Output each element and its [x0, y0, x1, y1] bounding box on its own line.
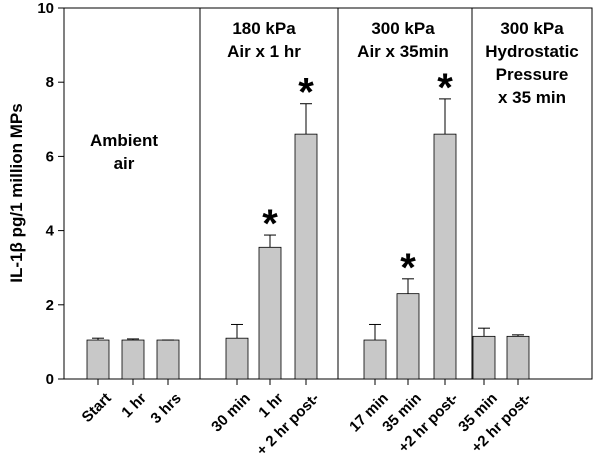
- bar: [396, 293, 420, 380]
- panel-label-line: x 35 min: [498, 88, 566, 107]
- bar: [225, 337, 249, 380]
- bar: [433, 133, 457, 380]
- panel-label-line: Air x 1 hr: [227, 42, 301, 61]
- y-tick-label: 6: [46, 148, 54, 165]
- panel-label-line: Pressure: [496, 65, 569, 84]
- panel-label-line: Air x 35min: [357, 42, 449, 61]
- bar: [121, 339, 145, 380]
- bar: [294, 133, 318, 380]
- bar: [472, 335, 496, 380]
- significance-star: *: [298, 71, 314, 115]
- x-tick-label: Start: [79, 390, 115, 426]
- bars: * * * *: [86, 66, 530, 380]
- panel-label-line: air: [114, 154, 135, 173]
- y-tick-label: 2: [46, 297, 54, 314]
- panel-label-line: 300 kPa: [500, 19, 564, 38]
- y-axis: 0 2 4 6 8 10: [37, 0, 64, 388]
- x-axis-labels: Start 1 hr3 hrs 30 min 1 hr+ 2 hr post- 17 m…: [79, 379, 535, 459]
- x-tick-label: 1 hr: [255, 390, 287, 422]
- bar: [86, 339, 110, 380]
- significance-star: *: [437, 66, 453, 110]
- panel-label-line: Hydrostatic: [485, 42, 579, 61]
- panel-label-line: 180 kPa: [232, 19, 296, 38]
- x-tick-label: 1 hr: [118, 390, 150, 422]
- plot-frame: [63, 7, 593, 380]
- x-tick-label: 3 hrs: [147, 390, 184, 427]
- panel-label-line: 300 kPa: [371, 19, 435, 38]
- plot-border: [63, 7, 593, 380]
- significance-star: *: [400, 246, 416, 290]
- bar: [363, 339, 387, 380]
- panel-labels: Ambient air 180 kPa Air x 1 hr 300 kPa Air x …: [90, 19, 579, 173]
- y-axis-label: IL-1β pg/1 million MPs: [7, 103, 26, 282]
- y-tick-label: 4: [46, 223, 55, 240]
- significance-star: *: [262, 202, 278, 246]
- bar: [258, 246, 282, 380]
- bar: [156, 339, 180, 380]
- y-tick-label: 10: [37, 0, 54, 17]
- y-tick-label: 0: [46, 371, 54, 388]
- panel-dividers: [199, 8, 473, 379]
- bar: [506, 335, 530, 380]
- panel-label-line: Ambient: [90, 131, 158, 150]
- y-tick-label: 8: [46, 74, 54, 91]
- x-tick-label: 30 min: [208, 390, 254, 436]
